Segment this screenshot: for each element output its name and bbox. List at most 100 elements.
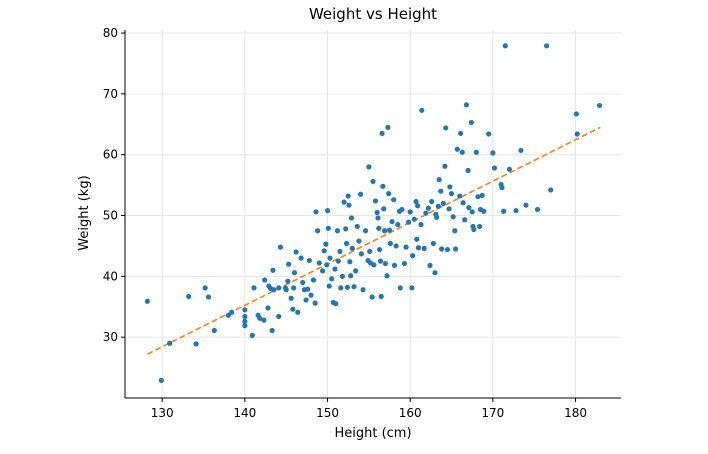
- x-tick-label: 140: [233, 406, 256, 420]
- grid: [125, 30, 621, 398]
- data-point: [399, 206, 405, 213]
- data-point: [354, 223, 360, 230]
- data-point: [403, 244, 409, 250]
- data-point: [438, 188, 444, 194]
- data-point: [475, 194, 481, 200]
- data-point: [242, 307, 248, 313]
- data-point: [225, 312, 231, 318]
- data-point: [506, 166, 512, 172]
- data-point: [319, 268, 326, 274]
- data-point: [277, 244, 284, 250]
- data-point: [380, 183, 386, 189]
- data-point: [371, 262, 377, 268]
- data-point: [385, 124, 391, 130]
- data-point: [358, 251, 365, 257]
- x-tick-label: 170: [481, 406, 504, 420]
- data-point: [393, 243, 399, 249]
- data-point: [381, 228, 388, 234]
- data-point: [423, 210, 429, 216]
- data-point: [205, 294, 212, 300]
- data-point: [418, 222, 424, 228]
- data-point: [211, 327, 217, 334]
- data-point: [501, 208, 507, 214]
- data-point: [306, 257, 312, 264]
- data-point: [366, 164, 372, 170]
- data-point: [262, 277, 268, 283]
- data-point: [315, 228, 321, 234]
- data-point: [288, 295, 294, 301]
- data-point: [291, 270, 298, 276]
- data-point: [439, 246, 445, 252]
- y-tick-label: 70: [103, 87, 118, 101]
- data-point: [401, 260, 408, 267]
- data-point: [458, 130, 464, 137]
- data-point: [312, 300, 318, 306]
- ticks: 130 140 150 160 170 180 30 40 50 60 70 80: [103, 26, 587, 420]
- data-point: [382, 260, 388, 267]
- data-point: [265, 305, 271, 311]
- data-point: [469, 209, 475, 215]
- data-point: [202, 285, 208, 291]
- data-point: [499, 184, 505, 191]
- data-point: [324, 208, 331, 214]
- data-point: [276, 313, 282, 320]
- data-point: [269, 327, 275, 334]
- data-point: [453, 246, 459, 252]
- data-point: [249, 332, 255, 338]
- data-point: [544, 43, 550, 49]
- data-point: [144, 298, 150, 304]
- data-point: [573, 111, 579, 117]
- data-point: [345, 193, 351, 199]
- data-point: [440, 200, 446, 206]
- x-tick-label: 130: [151, 406, 174, 420]
- data-point: [415, 245, 422, 251]
- data-point: [386, 227, 393, 233]
- data-point: [444, 246, 450, 253]
- data-point: [193, 341, 199, 347]
- data-point: [421, 245, 427, 251]
- data-point: [377, 258, 384, 264]
- data-point: [283, 287, 289, 293]
- data-point: [479, 192, 485, 199]
- data-point: [348, 273, 354, 279]
- data-point: [353, 268, 359, 274]
- data-point: [411, 216, 417, 222]
- data-point: [293, 249, 299, 255]
- data-point: [391, 197, 397, 203]
- data-point: [344, 284, 350, 290]
- data-point: [534, 206, 541, 213]
- data-point: [384, 273, 390, 279]
- data-point: [271, 287, 277, 293]
- data-point: [486, 131, 492, 137]
- data-point: [463, 102, 470, 108]
- data-point: [471, 226, 477, 233]
- data-point: [261, 317, 267, 323]
- data-point: [334, 228, 341, 234]
- data-point: [337, 248, 343, 255]
- data-point: [462, 217, 468, 223]
- data-point: [443, 125, 449, 131]
- data-point: [242, 313, 248, 320]
- data-point: [343, 226, 349, 232]
- x-tick-label: 160: [399, 406, 422, 420]
- data-point: [436, 177, 442, 183]
- data-point: [502, 43, 508, 49]
- data-point: [425, 205, 431, 211]
- data-point: [356, 238, 362, 244]
- data-point: [387, 240, 393, 247]
- data-point: [447, 184, 453, 190]
- data-point: [596, 102, 603, 109]
- data-point: [374, 209, 380, 216]
- data-point: [251, 285, 257, 291]
- data-point: [321, 248, 327, 254]
- data-point: [367, 248, 373, 255]
- y-tick-label: 30: [103, 330, 118, 344]
- data-point: [490, 150, 496, 156]
- data-point: [381, 206, 387, 212]
- data-point: [327, 255, 333, 261]
- data-points: [144, 43, 603, 383]
- data-point: [513, 208, 519, 214]
- data-point: [460, 200, 466, 206]
- data-point: [415, 203, 421, 209]
